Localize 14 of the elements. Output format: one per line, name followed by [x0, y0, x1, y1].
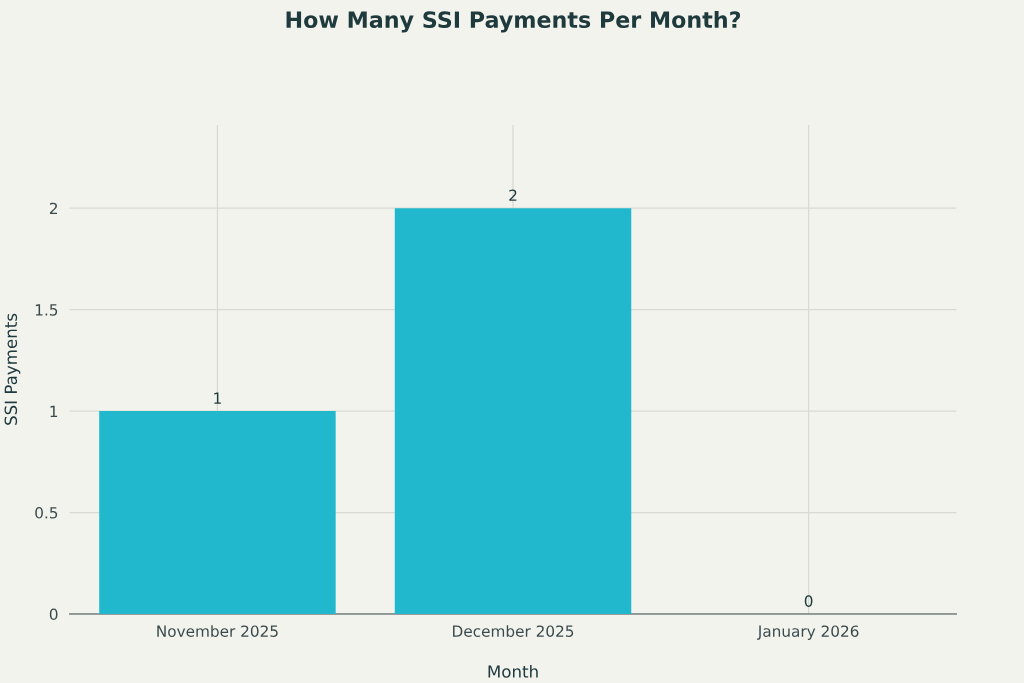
x-tick-label: December 2025: [453, 625, 574, 637]
x-tick-label: November 2025: [157, 625, 278, 637]
chart-title: How Many SSI Payments Per Month?: [286, 10, 741, 33]
data-label: 2: [509, 189, 517, 201]
y-tick-label: 1.5: [35, 304, 58, 316]
y-tick-label: 0.5: [35, 507, 58, 519]
x-tick-label: January 2026: [757, 625, 859, 640]
y-tick-label: 0: [49, 608, 58, 621]
y-tick-label: 2: [49, 202, 57, 214]
y-axis-title: SSI Payments: [4, 313, 21, 425]
x-axis-title: Month: [488, 664, 538, 678]
data-label: 1: [214, 392, 221, 404]
data-label: 0: [804, 595, 813, 607]
y-tick-label: 1: [50, 405, 58, 417]
